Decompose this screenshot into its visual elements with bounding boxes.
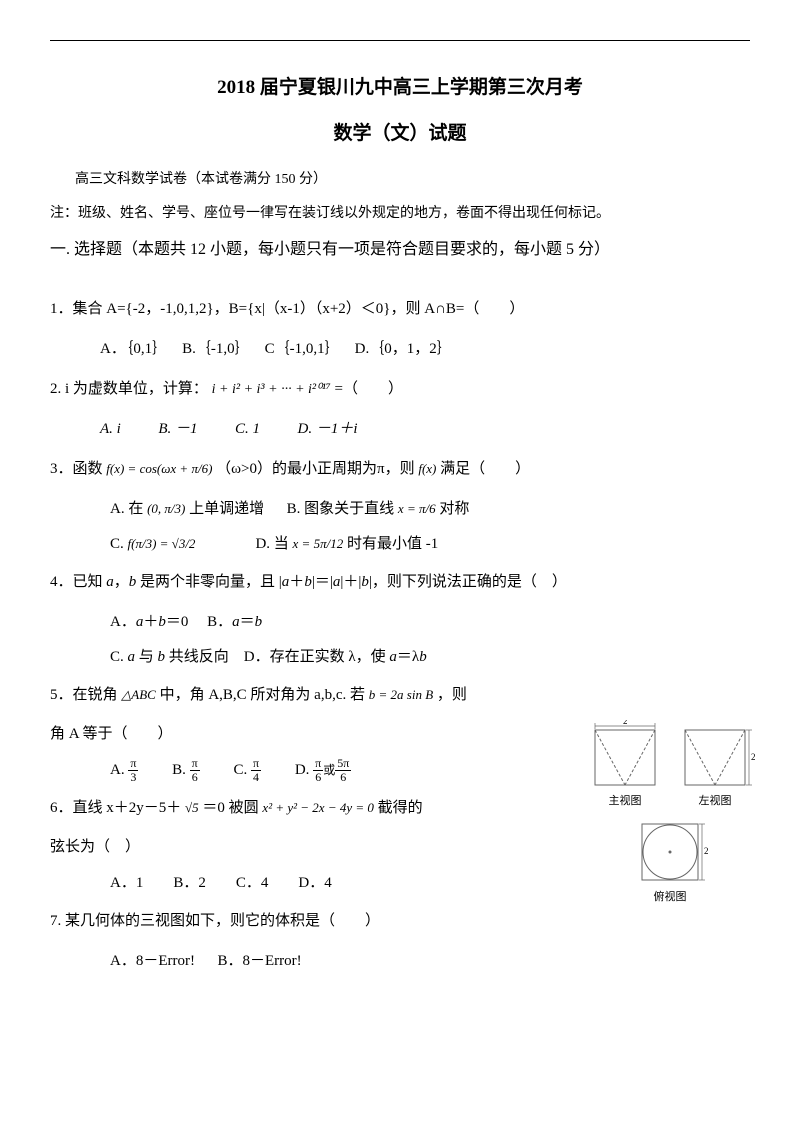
q2-optC: C. 1: [235, 421, 260, 437]
q6-optA: A．1: [110, 875, 143, 891]
q5-optB: B.: [172, 762, 186, 778]
q7-options: A．8－Error! B．8－Error!: [50, 948, 750, 975]
q2-options: A. i B. －1 C. 1 D. －1＋i: [50, 416, 750, 443]
three-view-diagram: 2 主视图 2 左视图: [580, 720, 760, 908]
q5-formula: b = 2a sin B: [369, 687, 433, 702]
svg-text:2: 2: [751, 752, 755, 762]
q2-optD: D. －1＋i: [298, 421, 358, 437]
front-view-label: 主视图: [585, 792, 665, 812]
question-3: 3．函数 f(x) = cos(ωx + π/6) （ω>0）的最小正周期为π，…: [50, 453, 750, 486]
q2-optB: B. －1: [158, 421, 197, 437]
q6-circle: x² + y² − 2x − 4y = 0: [262, 800, 373, 815]
q4-optA: A．a＋b＝0: [110, 614, 188, 630]
q3-optA-interval: (0, π/3): [147, 501, 185, 516]
q3-optA-a: A. 在: [110, 501, 143, 517]
q1-optD: D.｛0，1，2｝: [355, 341, 452, 357]
q1-options: A．｛0,1｝ B.｛-1,0｝ C｛-1,0,1｝ D.｛0，1，2｝: [50, 336, 750, 363]
q5-tri: △ABC: [121, 687, 156, 702]
q3-text-b: （ω>0）的最小正周期为π，则: [216, 461, 414, 477]
question-7: 7. 某几何体的三视图如下，则它的体积是（ ）: [50, 905, 750, 938]
q4-text: 4．已知 a，b 是两个非零向量，且 |a＋b|＝|a|＋|b|，则下列说法正确…: [50, 574, 567, 590]
q4-optC: C. a 与 b 共线反向: [110, 649, 229, 665]
q5-optA: A.: [110, 762, 125, 778]
exam-title-line1: 2018 届宁夏银川九中高三上学期第三次月考: [50, 71, 750, 105]
question-2: 2. i 为虚数单位，计算： i + i² + i³ + ··· + i²⁰¹⁷…: [50, 373, 750, 406]
q7-optB: B．8－Error!: [217, 953, 301, 969]
question-4: 4．已知 a，b 是两个非零向量，且 |a＋b|＝|a|＋|b|，则下列说法正确…: [50, 566, 750, 599]
q6-optC: C．4: [236, 875, 269, 891]
q6-optD: D．4: [298, 875, 331, 891]
q3-fx: f(x) = cos(ωx + π/6): [106, 461, 212, 476]
q3-text-a: 3．函数: [50, 461, 103, 477]
q2-text-b: =（ ）: [335, 381, 403, 397]
q6-optB: B．2: [173, 875, 206, 891]
q1-optA: A．｛0,1｝: [100, 341, 167, 357]
left-view-label: 左视图: [675, 792, 755, 812]
q1-text: 1．集合 A={-2，-1,0,1,2}，B={x|（x-1）（x+2）＜0}，…: [50, 301, 524, 317]
left-view-box: 2 左视图: [675, 720, 755, 812]
q5-optC: C.: [233, 762, 247, 778]
q1-optC: C｛-1,0,1｝: [265, 341, 340, 357]
q3-optA-b: 上单调递增: [189, 501, 264, 517]
top-view-label: 俯视图: [630, 888, 710, 908]
exam-note: 注：班级、姓名、学号、座位号一律写在装订线以外规定的地方，卷面不得出现任何标记。: [50, 201, 750, 226]
q4-options-row2: C. a 与 b 共线反向 D．存在正实数 λ，使 a＝λb: [50, 644, 750, 671]
q6-text-a: 6．直线 x＋2y－5＋: [50, 800, 181, 816]
q6-text-c: 截得的: [378, 800, 423, 816]
q6-text-b: ＝0 被圆: [202, 800, 258, 816]
front-view-box: 2 主视图: [585, 720, 665, 812]
q3-fx2: f(x): [418, 461, 436, 476]
q5-text-c: ，则: [437, 687, 467, 703]
exam-title-line2: 数学（文）试题: [50, 117, 750, 151]
q3-optD-x: x = 5π/12: [293, 536, 344, 551]
top-view-svg: 2: [630, 816, 710, 886]
front-view-svg: 2: [585, 720, 665, 790]
svg-text:2: 2: [623, 720, 628, 726]
q3-optD-a: D. 当: [255, 536, 288, 552]
q2-formula: i + i² + i³ + ··· + i²⁰¹⁷: [212, 382, 331, 397]
q7-optA: A．8－Error!: [110, 953, 195, 969]
q3-optB-b: 对称: [439, 501, 469, 517]
question-5: 5．在锐角 △ABC 中，角 A,B,C 所对角为 a,b,c. 若 b = 2…: [50, 679, 750, 712]
q3-text-c: 满足（ ）: [440, 461, 530, 477]
q3-optC: C.: [110, 536, 124, 552]
question-1: 1．集合 A={-2，-1,0,1,2}，B={x|（x-1）（x+2）＜0}，…: [50, 293, 750, 326]
q3-options-row2: C. f(π/3) = √3/2 D. 当 x = 5π/12 时有最小值 -1: [50, 531, 750, 558]
q4-optD: D．存在正实数 λ，使 a＝λb: [244, 649, 427, 665]
q3-optB-a: B. 图象关于直线: [287, 501, 395, 517]
q2-text-a: 2. i 为虚数单位，计算：: [50, 381, 208, 397]
q4-options-row1: A．a＋b＝0 B．a＝b: [50, 609, 750, 636]
svg-text:2: 2: [704, 846, 709, 856]
q1-optB: B.｛-1,0｝: [182, 341, 250, 357]
left-view-svg: 2: [675, 720, 755, 790]
q3-options-row1: A. 在 (0, π/3) 上单调递增 B. 图象关于直线 x = π/6 对称: [50, 496, 750, 523]
q4-optB: B．a＝b: [207, 614, 262, 630]
q3-optB-x: x = π/6: [398, 501, 436, 516]
section-header: 一. 选择题（本题共 12 小题，每小题只有一项是符合题目要求的，每小题 5 分…: [50, 236, 750, 265]
q5-optD: D.: [295, 762, 310, 778]
exam-subtitle: 高三文科数学试卷（本试卷满分 150 分）: [50, 167, 750, 192]
q6-sqrt: √5: [185, 800, 199, 815]
top-view-box: 2 俯视图: [630, 816, 710, 908]
q3-optC-f: f(π/3) = √3/2: [128, 536, 196, 551]
q2-optA: A. i: [100, 421, 121, 437]
q5-text-b: 中，角 A,B,C 所对角为 a,b,c. 若: [160, 687, 365, 703]
page-top-rule: [50, 40, 750, 41]
q5-text-a: 5．在锐角: [50, 687, 118, 703]
q3-optD-b: 时有最小值 -1: [347, 536, 438, 552]
